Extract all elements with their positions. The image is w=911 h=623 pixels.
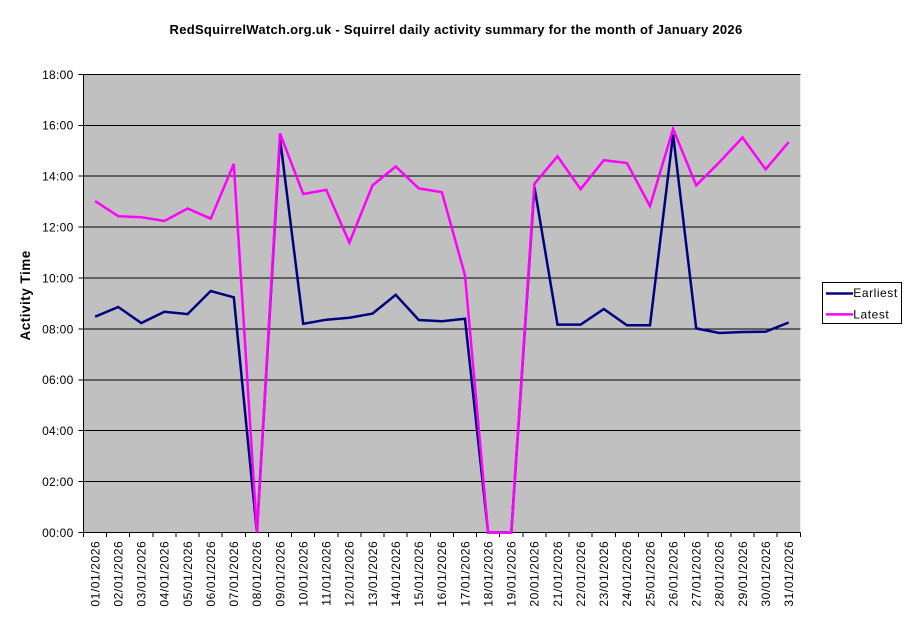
svg-text:10/01/2026: 10/01/2026 bbox=[297, 541, 311, 607]
svg-text:30/01/2026: 30/01/2026 bbox=[759, 541, 773, 607]
svg-text:08:00: 08:00 bbox=[42, 322, 74, 336]
svg-text:14/01/2026: 14/01/2026 bbox=[389, 541, 403, 607]
svg-text:Earliest: Earliest bbox=[853, 286, 898, 300]
svg-text:02:00: 02:00 bbox=[42, 475, 74, 489]
svg-text:02/01/2026: 02/01/2026 bbox=[112, 541, 126, 607]
svg-text:19/01/2026: 19/01/2026 bbox=[505, 541, 519, 607]
svg-text:13/01/2026: 13/01/2026 bbox=[366, 541, 380, 607]
svg-text:12:00: 12:00 bbox=[42, 221, 74, 235]
svg-text:08/01/2026: 08/01/2026 bbox=[250, 541, 264, 607]
svg-text:06/01/2026: 06/01/2026 bbox=[204, 541, 218, 607]
svg-text:04/01/2026: 04/01/2026 bbox=[158, 541, 172, 607]
svg-text:21/01/2026: 21/01/2026 bbox=[551, 541, 565, 607]
svg-text:29/01/2026: 29/01/2026 bbox=[736, 541, 750, 607]
svg-text:23/01/2026: 23/01/2026 bbox=[597, 541, 611, 607]
svg-text:18:00: 18:00 bbox=[42, 68, 74, 82]
svg-text:18/01/2026: 18/01/2026 bbox=[481, 541, 495, 607]
svg-text:24/01/2026: 24/01/2026 bbox=[620, 541, 634, 607]
svg-text:10:00: 10:00 bbox=[42, 271, 74, 285]
svg-text:15/01/2026: 15/01/2026 bbox=[412, 541, 426, 607]
svg-text:00:00: 00:00 bbox=[42, 526, 74, 540]
svg-text:25/01/2026: 25/01/2026 bbox=[643, 541, 657, 607]
svg-text:28/01/2026: 28/01/2026 bbox=[713, 541, 727, 607]
svg-text:22/01/2026: 22/01/2026 bbox=[574, 541, 588, 607]
svg-text:01/01/2026: 01/01/2026 bbox=[88, 541, 102, 607]
svg-text:27/01/2026: 27/01/2026 bbox=[690, 541, 704, 607]
svg-text:20/01/2026: 20/01/2026 bbox=[528, 541, 542, 607]
svg-text:09/01/2026: 09/01/2026 bbox=[273, 541, 287, 607]
svg-text:05/01/2026: 05/01/2026 bbox=[181, 541, 195, 607]
svg-text:26/01/2026: 26/01/2026 bbox=[666, 541, 680, 607]
svg-text:17/01/2026: 17/01/2026 bbox=[458, 541, 472, 607]
svg-text:Activity Time: Activity Time bbox=[18, 250, 33, 340]
svg-text:16/01/2026: 16/01/2026 bbox=[435, 541, 449, 607]
svg-text:31/01/2026: 31/01/2026 bbox=[782, 541, 796, 607]
svg-text:11/01/2026: 11/01/2026 bbox=[320, 541, 334, 606]
svg-text:07/01/2026: 07/01/2026 bbox=[227, 541, 241, 607]
svg-text:RedSquirrelWatch.org.uk - Squi: RedSquirrelWatch.org.uk - Squirrel daily… bbox=[170, 22, 743, 37]
svg-text:16:00: 16:00 bbox=[42, 119, 74, 133]
svg-text:Latest: Latest bbox=[853, 307, 889, 321]
svg-text:14:00: 14:00 bbox=[42, 170, 74, 184]
svg-text:04:00: 04:00 bbox=[42, 424, 74, 438]
svg-text:12/01/2026: 12/01/2026 bbox=[343, 541, 357, 607]
svg-text:03/01/2026: 03/01/2026 bbox=[135, 541, 149, 607]
svg-text:06:00: 06:00 bbox=[42, 373, 74, 387]
